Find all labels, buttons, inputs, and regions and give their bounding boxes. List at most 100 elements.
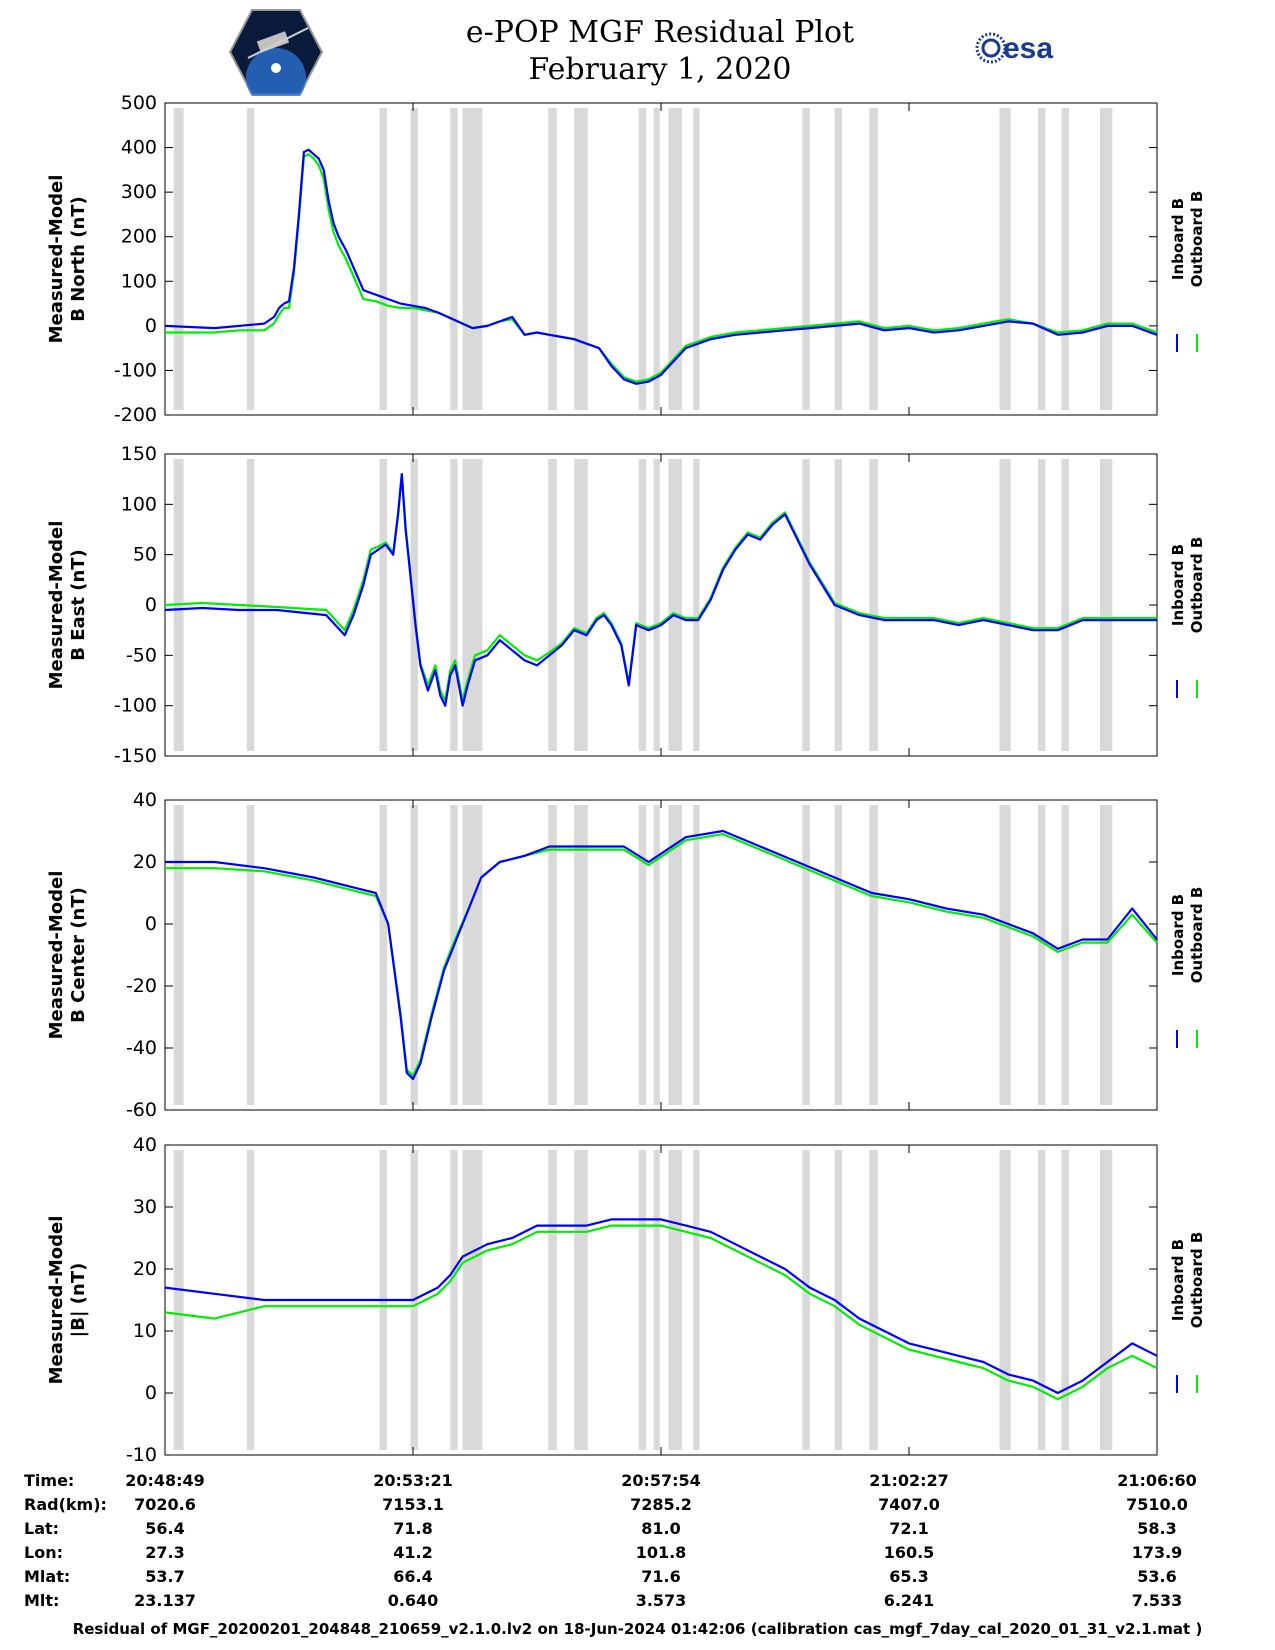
ephemeris-value: 71.6 (641, 1567, 680, 1586)
data-gap-band (1037, 459, 1046, 751)
ephemeris-value: 20:57:54 (621, 1471, 701, 1490)
title-block: e-POP MGF Residual Plot February 1, 2020 (380, 14, 940, 88)
data-gap-band (379, 805, 387, 1105)
data-gap-band (802, 459, 810, 751)
data-gap-band (379, 108, 387, 410)
data-gap-band (246, 805, 255, 1105)
series-line-inboard (164, 148, 1158, 385)
data-gap-band (1061, 459, 1069, 751)
y-axis-label-line1: Measured-Model (46, 521, 67, 690)
data-gap-band (653, 805, 660, 1105)
legend-entry-inboard: Inboard B (1169, 198, 1187, 280)
data-gap-band (462, 805, 483, 1105)
y-tick-label: -20 (126, 975, 157, 997)
data-gap-band (668, 459, 683, 751)
data-gap-band (802, 108, 810, 410)
ephemeris-value: 27.3 (145, 1543, 184, 1562)
y-tick-label: 20 (133, 1258, 157, 1280)
data-gap-band (869, 805, 878, 1105)
ephemeris-value: 20:53:21 (373, 1471, 453, 1490)
data-gap-band (1099, 1150, 1113, 1450)
y-tick-label: 500 (121, 92, 157, 114)
ephemeris-value: 53.6 (1137, 1567, 1176, 1586)
ephemeris-value: 58.3 (1137, 1519, 1176, 1538)
data-gap-band (173, 108, 184, 410)
data-gap-band (450, 459, 458, 751)
data-gap-band (1099, 108, 1113, 410)
y-tick-label: 100 (121, 493, 157, 515)
series-line-inboard (165, 829, 1158, 1081)
ephemeris-value: 65.3 (889, 1567, 928, 1586)
data-gap-band (693, 459, 700, 751)
series-line-outboard (164, 1224, 1158, 1401)
data-gap-band (869, 459, 878, 751)
y-axis-label: Measured-Model B Center (nT) (46, 871, 89, 1040)
data-gap-band (638, 805, 647, 1105)
footer-caption: Residual of MGF_20200201_204848_210659_v… (72, 1620, 1203, 1638)
data-gap-band (999, 459, 1011, 751)
data-gap-band (999, 805, 1011, 1105)
y-tick-label: -60 (126, 1099, 157, 1121)
ephemeris-value: 56.4 (145, 1519, 184, 1538)
ephemeris-value: 23.137 (134, 1591, 196, 1610)
panel-3: -60 -40 -20 0 20 40 Measured-Model B Center (nT… (46, 789, 1206, 1121)
series-line-inboard (164, 473, 1157, 707)
y-axis-label: Measured-Model |B| (nT) (46, 1216, 89, 1385)
ephemeris-value: 41.2 (393, 1543, 432, 1562)
y-tick-label: -150 (114, 745, 157, 767)
y-tick-label: -100 (114, 359, 157, 381)
esa-logo-text: esa (1003, 32, 1053, 65)
y-axis-label: Measured-Model B East (nT) (46, 521, 89, 690)
data-gap-band (450, 1150, 458, 1450)
legend: Inboard B Outboard B (1169, 887, 1206, 984)
ephemeris-value: 21:02:27 (869, 1471, 949, 1490)
ephemeris-value: 7.533 (1132, 1591, 1183, 1610)
data-gap-band (574, 108, 588, 410)
data-gap-band (638, 1150, 647, 1450)
ephemeris-row-label: Lat: (24, 1519, 59, 1538)
y-axis-label-line2: B North (nT) (68, 196, 89, 322)
data-gap-band (802, 1150, 810, 1450)
data-gap-band (574, 1150, 588, 1450)
data-gap-band (653, 459, 660, 751)
legend-entry-outboard: Outboard B (1188, 1232, 1206, 1329)
data-gap-band (834, 108, 843, 410)
data-gap-band (1037, 1150, 1046, 1450)
y-axis-label: Measured-Model B North (nT) (46, 175, 89, 344)
data-gap-band (462, 108, 483, 410)
y-axis-label-line2: B East (nT) (68, 549, 89, 661)
y-tick-label: 400 (121, 137, 157, 159)
ephemeris-value: 160.5 (884, 1543, 935, 1562)
y-tick-label: 200 (121, 226, 157, 248)
y-tick-label: -50 (126, 644, 157, 666)
y-tick-label: -200 (114, 404, 157, 426)
mission-patch-logo (228, 9, 324, 96)
ephemeris-value: 173.9 (1132, 1543, 1183, 1562)
data-gap-band (1037, 805, 1046, 1105)
data-gap-band (1061, 1150, 1069, 1450)
panel-4: -10 0 10 20 30 40 Measured-Model |B| (nT) Inboar… (46, 1134, 1206, 1466)
series-line-outboard (165, 153, 1158, 383)
y-tick-label: 0 (145, 315, 157, 337)
data-gap-band (693, 1150, 700, 1450)
series-line-inboard (164, 1218, 1158, 1395)
data-gap-band (574, 459, 588, 751)
data-gap-band (462, 459, 483, 751)
ephemeris-row-label: Mlat: (24, 1567, 70, 1586)
y-axis-label-line1: Measured-Model (46, 175, 67, 344)
data-gap-band (638, 108, 647, 410)
legend: Inboard B Outboard B (1169, 1232, 1206, 1329)
ephemeris-row-label: Mlt: (24, 1591, 59, 1610)
y-axis-label-line2: |B| (nT) (68, 1263, 89, 1338)
y-axis-label-line2: B Center (nT) (68, 887, 89, 1023)
y-tick-label: 40 (133, 1134, 157, 1156)
y-tick-label: -100 (114, 695, 157, 717)
y-tick-label: 0 (145, 1382, 157, 1404)
data-gap-band (1037, 108, 1046, 410)
ephemeris-table: Time: Rad(km): Lat: Lon: Mlat: Mlt: 20:48:49 70… (24, 1471, 1197, 1610)
data-gap-band (1099, 805, 1113, 1105)
data-gap-band (548, 1150, 557, 1450)
y-tick-label: -10 (126, 1444, 157, 1466)
legend: Inboard B Outboard B (1169, 537, 1206, 634)
